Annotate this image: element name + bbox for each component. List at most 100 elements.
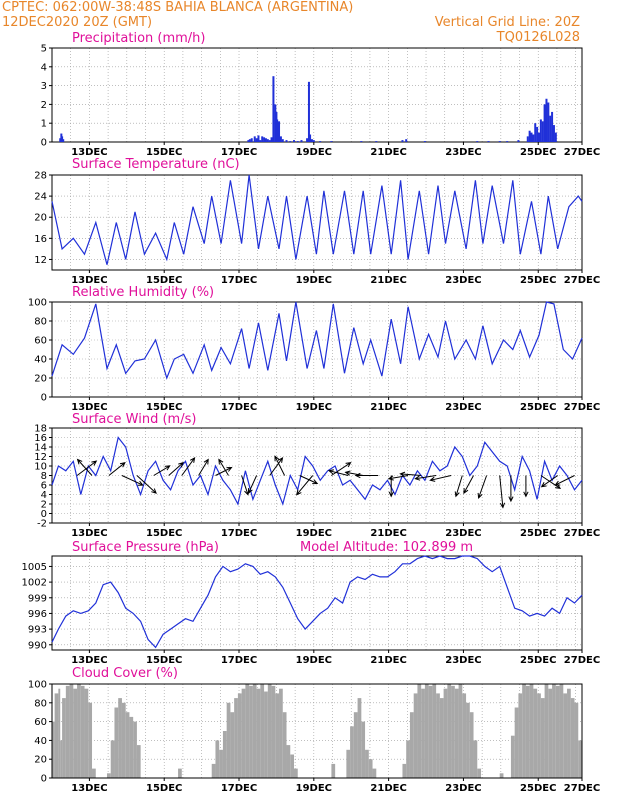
temp-xtick-label: 15DEC — [146, 275, 182, 286]
wind-ytick-label: 8 — [41, 471, 47, 482]
cloud-bar — [357, 698, 362, 778]
cloud-bar — [267, 684, 272, 778]
cloud-bar — [451, 685, 455, 778]
rh-ytick-label: 80 — [34, 317, 47, 328]
wind-xtick-label: 23DEC — [445, 528, 481, 539]
cloud-bar — [260, 684, 265, 778]
cloud-bar — [118, 698, 122, 778]
cloud-bar — [518, 693, 523, 778]
precip-bar — [268, 140, 271, 142]
cloud-ytick-label: 80 — [34, 698, 47, 709]
pressure-xtick-label: 25DEC — [520, 655, 556, 666]
wind-vector-arrow — [344, 470, 364, 476]
wind-vector-arrow — [499, 475, 506, 509]
wind-vector-arrow — [477, 475, 488, 499]
cloud-bar — [110, 740, 115, 778]
precip-bar — [255, 138, 258, 142]
precip-bar — [250, 138, 253, 142]
cloud-bar — [540, 698, 545, 778]
precip-bar — [506, 141, 509, 142]
cloud-bar — [286, 745, 291, 778]
cloud-bar — [249, 685, 253, 778]
temp-series-line — [51, 174, 583, 265]
wind-xtick-label: 13DEC — [71, 528, 107, 539]
precip-bar — [248, 139, 251, 142]
precip-bar — [296, 141, 299, 142]
cloud-bar — [211, 763, 216, 778]
precip-bar — [307, 81, 310, 142]
cloud-bar — [567, 688, 571, 778]
wind-vector-arrow — [554, 475, 575, 486]
cloud-title: Cloud Cover (%) — [72, 666, 178, 681]
precip-bar — [549, 115, 552, 142]
wind-ytick-label: 12 — [34, 452, 47, 463]
cloud-bar — [365, 749, 369, 778]
header-grid-note: Vertical Grid Line: 20Z — [435, 15, 580, 30]
cloud-bar — [279, 688, 283, 778]
header-location: CPTEC: 062:00W-38:48S BAHIA BLANCA (ARGE… — [2, 0, 353, 15]
cloud-bar — [462, 693, 467, 778]
cloud-bar — [230, 712, 235, 778]
precip-bar — [263, 137, 266, 142]
cloud-bar — [522, 684, 526, 778]
cloud-bar — [282, 712, 287, 778]
precip-bar — [281, 139, 284, 142]
wind-vector-arrow — [540, 475, 558, 488]
precip-bar — [310, 139, 313, 142]
pressure-xtick-label: 17DEC — [221, 655, 257, 666]
precip-bar — [247, 140, 250, 142]
wind-ytick-label: 4 — [41, 490, 47, 501]
header-model: TQ0126L028 — [496, 30, 580, 45]
precip-ytick-label: 1 — [41, 119, 47, 130]
cloud-bar — [136, 745, 141, 778]
cloud-bar — [436, 693, 440, 778]
cloud-bar — [331, 763, 336, 778]
pressure-frame — [51, 555, 583, 651]
precip-bar — [289, 141, 292, 142]
pressure-xtick-label: 21DEC — [370, 655, 406, 666]
cloud-xtick-label: 23DEC — [445, 783, 481, 794]
precip-xtick-label: 25DEC — [520, 147, 556, 158]
precip-bar — [476, 141, 479, 142]
cloud-xtick-label: 19DEC — [296, 783, 332, 794]
precip-bar — [532, 134, 535, 142]
wind-vector-arrow — [215, 466, 233, 476]
cloud-ytick-label: 0 — [41, 774, 47, 785]
temp-title: Surface Temperature (nC) — [72, 157, 240, 172]
cloud-bar — [525, 685, 530, 778]
wind-vector-arrow — [153, 465, 171, 476]
precip-bar — [539, 119, 542, 142]
rh-xtick-label: 17DEC — [221, 402, 257, 413]
cloud-bar — [215, 740, 220, 778]
wind-frame — [51, 427, 583, 524]
wind-vector-arrow — [181, 456, 196, 476]
precip-bar — [530, 132, 533, 142]
rh-xtick-label: 19DEC — [296, 402, 332, 413]
precip-bar — [257, 135, 260, 142]
cloud-bar — [178, 768, 182, 778]
wind-vector-arrow — [327, 469, 349, 476]
rh-ytick-label: 20 — [34, 374, 47, 385]
cloud-bar — [226, 702, 231, 778]
wind-vector-arrow — [454, 475, 463, 498]
cloud-bar — [473, 740, 478, 778]
precip-ytick-label: 2 — [41, 100, 47, 111]
cloud-xtick-label: 13DEC — [71, 783, 107, 794]
rh-xtick-label: 25DEC — [520, 402, 556, 413]
cloud-bar — [469, 712, 474, 778]
precip-bar — [274, 104, 277, 142]
temp-frame — [51, 174, 583, 271]
temp-ytick-label: 24 — [34, 192, 47, 203]
rh-xtick-label: 21DEC — [370, 402, 406, 413]
precip-bar — [279, 136, 282, 142]
cloud-xtick-label: 27DEC — [564, 783, 600, 794]
wind-vector-arrow — [218, 458, 229, 476]
cloud-bar — [80, 685, 85, 778]
wind-ytick-label: 2 — [41, 500, 47, 511]
cloud-bar — [402, 763, 407, 778]
wind-vector-arrow — [463, 475, 474, 495]
cloud-bar — [428, 685, 433, 778]
precip-xtick-label: 15DEC — [146, 147, 182, 158]
cloud-bar — [54, 693, 59, 778]
temp-xtick-label: 21DEC — [370, 275, 406, 286]
